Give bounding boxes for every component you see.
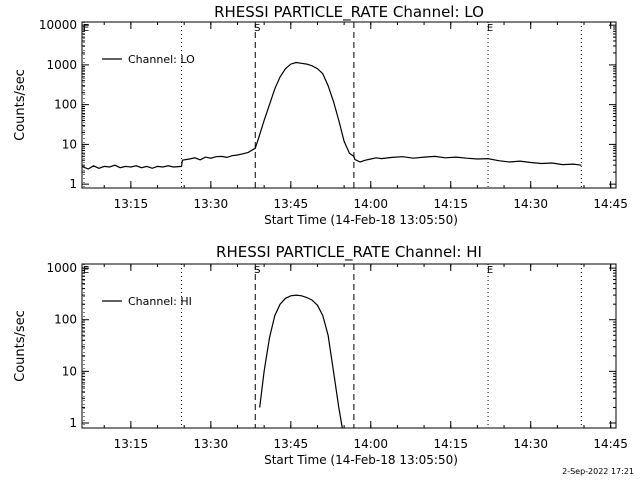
x-tick-label: 14:45 xyxy=(593,437,628,451)
series-line xyxy=(81,61,582,170)
panel-lo-channel: RHESSI PARTICLE_RATE Channel: LO 13:15 13:… xyxy=(13,3,628,227)
x-tick-label: 13:30 xyxy=(194,437,229,451)
chart-title: RHESSI PARTICLE_RATE Channel: LO xyxy=(214,3,484,22)
x-axis-label: Start Time (14-Feb-18 13:05:50) xyxy=(264,213,458,227)
y-tick-label: 1000 xyxy=(46,261,77,275)
event-marker-label: E xyxy=(487,265,493,276)
footer-timestamp: 2-Sep-2022 17:21 xyxy=(562,467,634,476)
x-tick-label: 14:00 xyxy=(353,197,388,211)
x-tick-label: 14:45 xyxy=(593,197,628,211)
y-axis-label: Counts/sec xyxy=(13,310,28,382)
event-marker-label: E xyxy=(83,23,89,34)
legend-label: Channel: HI xyxy=(128,295,192,308)
panel-hi-channel: RHESSI PARTICLE_RATE Channel: HI 13:15 13:… xyxy=(13,243,628,467)
x-tick-label: 13:30 xyxy=(194,197,229,211)
x-axis-label: Start Time (14-Feb-18 13:05:50) xyxy=(264,453,458,467)
y-tick-label: 100 xyxy=(54,313,77,327)
legend-label: Channel: LO xyxy=(128,53,195,66)
x-tick-label: 13:15 xyxy=(114,437,149,451)
chart-title: RHESSI PARTICLE_RATE Channel: HI xyxy=(216,243,482,262)
x-tick-label: 14:00 xyxy=(353,437,388,451)
series-line xyxy=(259,294,343,429)
x-tick-label: 14:15 xyxy=(433,437,468,451)
y-tick-label: 10000 xyxy=(39,18,77,32)
event-marker-label: E xyxy=(83,265,89,276)
event-marker-label: S xyxy=(254,265,260,276)
event-marker-label: S xyxy=(254,23,260,34)
event-marker-label: E xyxy=(487,23,493,34)
x-tick-label: 14:30 xyxy=(513,437,548,451)
y-tick-label: 1000 xyxy=(46,58,77,72)
y-axis-label: Counts/sec xyxy=(13,69,28,141)
y-tick-label: 10 xyxy=(62,364,77,378)
y-tick-label: 1 xyxy=(69,416,77,430)
y-tick-label: 100 xyxy=(54,98,77,112)
x-tick-label: 14:15 xyxy=(433,197,468,211)
x-tick-label: 13:45 xyxy=(274,437,309,451)
plot-frame xyxy=(81,263,617,429)
y-tick-label: 1 xyxy=(69,177,77,191)
x-tick-label: 13:15 xyxy=(114,197,149,211)
y-tick-label: 10 xyxy=(62,137,77,151)
x-tick-label: 13:45 xyxy=(274,197,309,211)
x-tick-label: 14:30 xyxy=(513,197,548,211)
